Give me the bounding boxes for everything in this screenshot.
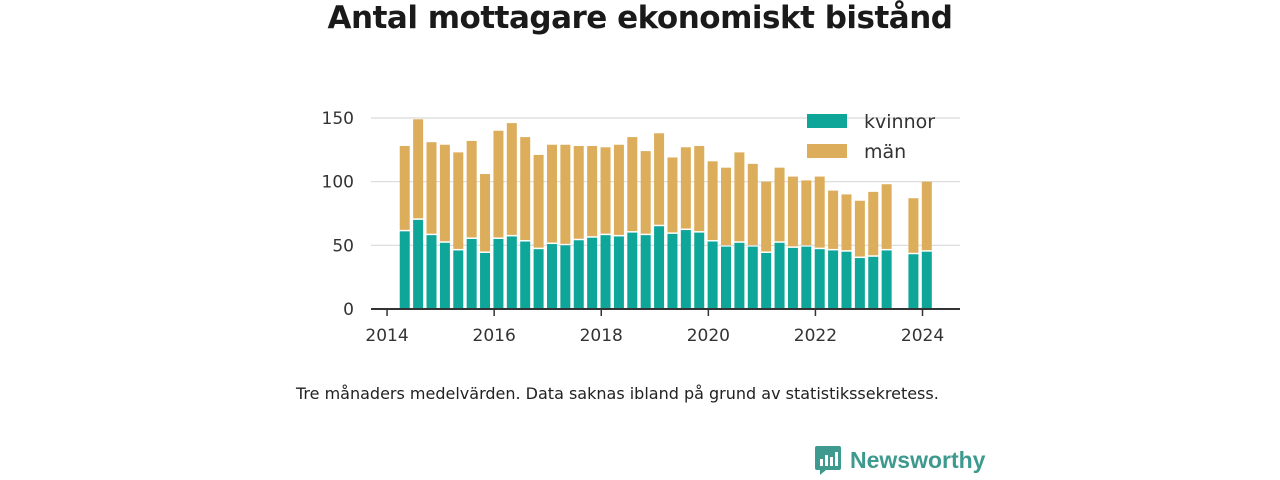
bar-man — [466, 140, 477, 238]
brand-name: Newsworthy — [850, 446, 986, 473]
bar-man — [854, 200, 865, 257]
bar-man — [721, 167, 732, 246]
bar-kvinnor — [546, 244, 557, 309]
legend-swatch-kvinnor — [807, 114, 847, 128]
y-tick-label: 0 — [343, 300, 354, 320]
bar-kvinnor — [560, 245, 571, 309]
bar-man — [694, 146, 705, 232]
bar-kvinnor — [613, 236, 624, 309]
bar-man — [546, 144, 557, 243]
bar-kvinnor — [399, 231, 410, 309]
bar-man — [560, 144, 571, 244]
bar-kvinnor — [667, 233, 678, 309]
bar-kvinnor — [774, 242, 785, 309]
bar-man — [600, 147, 611, 234]
legend-label-man: män — [864, 141, 906, 163]
y-tick-label: 100 — [322, 173, 354, 193]
y-tick-label: 150 — [322, 109, 354, 129]
bar-kvinnor — [734, 242, 745, 309]
bar-kvinnor — [828, 250, 839, 309]
bar-man — [426, 142, 437, 234]
bar-kvinnor — [854, 258, 865, 309]
bar-kvinnor — [787, 247, 798, 309]
bar-man — [814, 176, 825, 248]
bar-man — [506, 123, 517, 235]
bar-kvinnor — [814, 249, 825, 309]
bar-man — [640, 151, 651, 234]
bar-kvinnor — [801, 246, 812, 309]
bar-kvinnor — [466, 238, 477, 309]
newsworthy-logo-icon — [815, 446, 841, 475]
bar-man — [493, 130, 504, 238]
bar-kvinnor — [761, 252, 772, 309]
bar-man — [587, 146, 598, 237]
bar-kvinnor — [721, 246, 732, 309]
bar-kvinnor — [600, 235, 611, 309]
bar-kvinnor — [841, 251, 852, 309]
x-tick-label: 2020 — [687, 326, 730, 346]
bar-kvinnor — [868, 256, 879, 309]
x-tick-label: 2014 — [365, 326, 408, 346]
bar-kvinnor — [439, 242, 450, 309]
x-tick-label: 2016 — [473, 326, 516, 346]
bar-man — [680, 147, 691, 229]
bar-man — [707, 161, 718, 241]
bar-kvinnor — [506, 236, 517, 309]
bar-man — [908, 198, 919, 253]
bar-man — [413, 119, 424, 219]
bar-man — [439, 144, 450, 242]
bar-man — [774, 167, 785, 242]
bar-man — [399, 146, 410, 230]
bar-kvinnor — [493, 238, 504, 309]
newsworthy-logo[interactable]: Newsworthy — [814, 444, 985, 476]
bar-kvinnor — [680, 230, 691, 309]
bar-kvinnor — [573, 240, 584, 309]
bar-kvinnor — [747, 246, 758, 309]
bar-man — [801, 180, 812, 246]
x-tick-label: 2018 — [580, 326, 623, 346]
bar-man — [921, 181, 932, 251]
bar-man — [734, 152, 745, 242]
chart-title: Antal mottagare ekonomiskt bistånd — [327, 0, 953, 36]
bar-man — [761, 181, 772, 252]
bar-man — [881, 184, 892, 249]
bar-kvinnor — [480, 252, 491, 309]
bar-man — [573, 146, 584, 239]
bar-man — [841, 194, 852, 251]
bar-man — [480, 174, 491, 252]
bar-kvinnor — [413, 219, 424, 309]
bar-kvinnor — [426, 235, 437, 309]
bar-man — [520, 137, 531, 241]
bar-kvinnor — [453, 250, 464, 309]
bar-kvinnor — [587, 237, 598, 309]
legend-swatch-man — [807, 144, 847, 158]
bar-man — [828, 190, 839, 249]
x-tick-label: 2024 — [901, 326, 944, 346]
bar-kvinnor — [520, 241, 531, 309]
bar-kvinnor — [694, 232, 705, 309]
bar-man — [533, 154, 544, 248]
legend-label-kvinnor: kvinnor — [864, 111, 935, 133]
bar-man — [453, 152, 464, 249]
bar-man — [667, 157, 678, 233]
bar-kvinnor — [654, 226, 665, 309]
bar-kvinnor — [881, 250, 892, 309]
bar-kvinnor — [533, 249, 544, 309]
bar-kvinnor — [640, 235, 651, 309]
chart-caption: Tre månaders medelvärden. Data saknas ib… — [296, 384, 939, 403]
bar-kvinnor — [921, 251, 932, 309]
bar-kvinnor — [627, 232, 638, 309]
x-tick-label: 2022 — [794, 326, 837, 346]
bar-kvinnor — [707, 241, 718, 309]
bar-man — [868, 191, 879, 256]
bar-man — [613, 144, 624, 235]
bar-man — [627, 137, 638, 232]
bar-kvinnor — [908, 254, 919, 309]
bar-man — [654, 133, 665, 225]
y-tick-label: 50 — [332, 236, 354, 256]
bar-man — [747, 163, 758, 246]
bar-man — [787, 176, 798, 247]
